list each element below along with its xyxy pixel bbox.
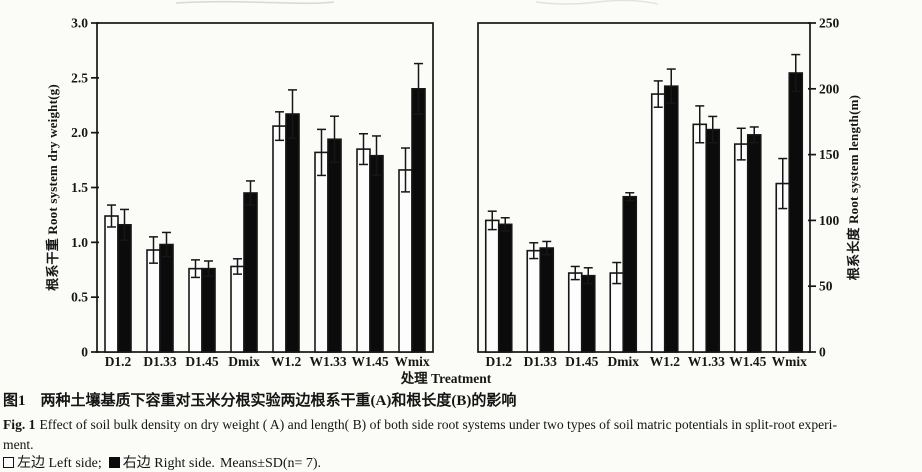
legend-line: 左边 Left side; 右边 Right side. Means±SD(n= 7… [3, 456, 919, 471]
y-tick-label: 1.5 [71, 180, 88, 195]
x-tick-label-B: W1.2 [650, 354, 681, 369]
scan-artifact [535, 0, 659, 5]
legend-white-square-icon [3, 457, 14, 468]
scan-artifact [175, 0, 335, 5]
bar-B-D1.33-right [539, 247, 555, 353]
figure-caption: 图1 两种土壤基质下容重对玉米分根实验两边根系干重(A)和根长度(B)的影响 Fi… [3, 393, 919, 471]
caption-line-en: Fig. 1 Effect of soil bulk density on dry… [3, 417, 919, 432]
bar-A-W1.2-left [272, 125, 287, 353]
caption-text-en: Effect of soil bulk density on dry weigh… [39, 417, 837, 432]
x-tick-label-B: D1.2 [485, 354, 512, 369]
y-tick-label: 0 [819, 345, 826, 360]
x-tick-label-A: W1.45 [351, 354, 388, 369]
x-tick-label-B: W1.33 [688, 354, 725, 369]
bar-B-D1.33-left [526, 249, 542, 353]
bar-A-D1.2-right [117, 223, 132, 353]
x-tick-label-A: Dmix [228, 354, 260, 369]
legend-left-label: 左边 Left side; [17, 456, 102, 471]
x-tick-label-B: D1.33 [524, 354, 558, 369]
x-tick-label-B: W1.45 [729, 354, 766, 369]
x-tick-label-A: W1.2 [271, 354, 302, 369]
bar-B-D1.45-right [580, 274, 596, 353]
legend-stats: Means±SD(n= 7). [219, 456, 322, 471]
bar-B-D1.2-left [484, 219, 500, 353]
x-tick-label-A: Wmix [394, 354, 429, 369]
y-axis-label-A: 根系干重 Root system dry weight(g) [45, 84, 60, 291]
bar-A-W1.33-left [314, 151, 329, 353]
panel-A: 0 0.5 1.0 1.5 2.0 2.5 3.0 根系干重 Root system dry … [45, 16, 434, 369]
y-tick-label: 0 [81, 345, 88, 360]
bar-B-W1.2-left [650, 93, 666, 353]
bar-A-Dmix-left [230, 265, 245, 353]
bar-A-D1.2-left [104, 215, 119, 353]
bar-A-D1.33-right [159, 243, 174, 353]
y-tick-label: 2.5 [71, 70, 88, 85]
x-tick-label-A: D1.2 [105, 354, 132, 369]
split-root-bar-charts: 0 0.5 1.0 1.5 2.0 2.5 3.0 根系干重 Root system dry … [45, 0, 861, 386]
y-tick-label: 150 [819, 147, 840, 162]
bar-B-W1.2-right [663, 85, 679, 353]
x-tick-label-A: D1.45 [185, 354, 219, 369]
x-tick-label-A: D1.33 [143, 354, 177, 369]
y-tick-label: 2.0 [71, 125, 88, 140]
bar-A-Wmix-right [411, 88, 426, 353]
bar-A-D1.45-right [201, 267, 216, 353]
bar-B-D1.45-left [567, 272, 583, 353]
y-tick-label: 50 [819, 279, 833, 294]
bar-B-Dmix-left [609, 272, 625, 353]
panel-frame-B [477, 22, 811, 353]
y-tick-label: 3.0 [71, 16, 88, 31]
caption-text-cn: 两种土壤基质下容重对玉米分根实验两边根系干重(A)和根长度(B)的影响 [40, 393, 517, 409]
caption-number-cn: 图1 [3, 393, 26, 409]
y-tick-label: 200 [819, 81, 840, 96]
y-tick-label: 100 [819, 213, 840, 228]
bar-A-Dmix-right [243, 192, 258, 353]
bar-B-Dmix-right [622, 195, 638, 353]
bar-A-Wmix-left [398, 169, 413, 353]
y-tick-label: 1.0 [71, 235, 88, 250]
bar-B-Wmix-right [788, 72, 804, 353]
caption-number-en: Fig. 1 [3, 417, 36, 432]
bar-A-W1.2-right [285, 113, 300, 353]
x-tick-label-B: Dmix [608, 354, 640, 369]
bar-B-W1.33-right [705, 128, 721, 353]
caption-line-en-wrap: ment. [3, 437, 34, 452]
panel-B: 0 50 100 150 200 250 根系长度 Root system length(m… [477, 16, 861, 369]
y-tick-label: 0.5 [71, 290, 88, 305]
bar-B-W1.45-right [746, 134, 762, 353]
y-tick-label: 250 [819, 16, 840, 31]
legend-black-square-icon [108, 457, 120, 468]
bar-A-W1.45-right [369, 154, 384, 353]
bar-B-W1.45-left [733, 143, 749, 353]
x-tick-label-A: W1.33 [309, 354, 346, 369]
x-tick-label-B: Wmix [772, 354, 807, 369]
bar-A-W1.45-left [356, 148, 371, 353]
bar-A-D1.33-left [146, 249, 161, 353]
legend-right-label: 右边 Right side. [122, 456, 215, 471]
bar-A-D1.45-left [188, 267, 203, 353]
x-tick-label-B: D1.45 [565, 354, 599, 369]
x-axis-title: 处理 Treatment [400, 370, 492, 386]
bar-B-D1.2-right [497, 223, 513, 353]
y-axis-label-B: 根系长度 Root system length(m) [846, 95, 861, 280]
bar-A-W1.33-right [327, 138, 342, 353]
caption-line-cn: 图1 两种土壤基质下容重对玉米分根实验两边根系干重(A)和根长度(B)的影响 [3, 393, 919, 410]
bar-B-W1.33-left [692, 123, 708, 353]
